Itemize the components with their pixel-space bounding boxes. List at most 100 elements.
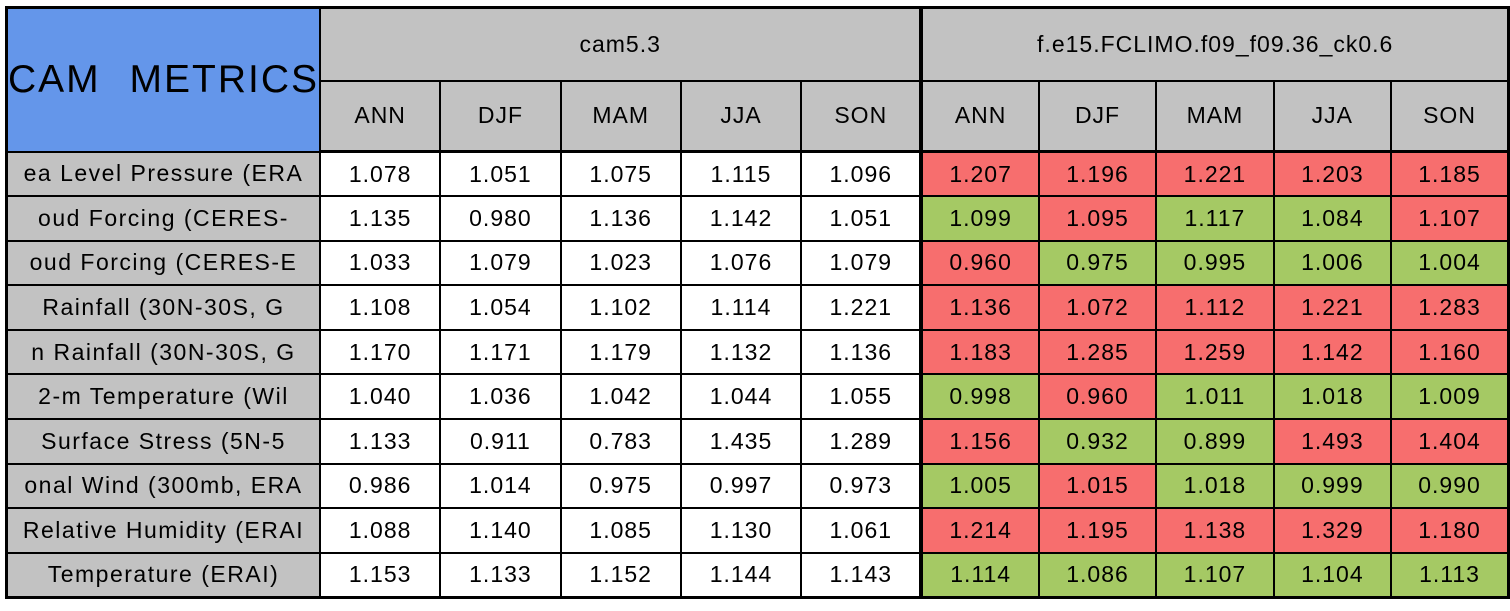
season-header-jja-control: JJA xyxy=(679,79,803,153)
control-value-cell: 1.088 xyxy=(318,507,442,554)
control-value-cell: 1.075 xyxy=(559,150,682,198)
control-value-cell: 1.108 xyxy=(318,284,442,331)
season-header-son-test: SON xyxy=(1390,79,1510,153)
control-value-cell: 1.040 xyxy=(318,373,442,421)
group-header-test: f.e15.FCLIMO.f09_f09.36_ck0.6 xyxy=(919,6,1510,82)
season-header-mam-test: MAM xyxy=(1155,79,1275,153)
test-value-cell: 1.183 xyxy=(919,328,1040,376)
test-value-cell: 1.160 xyxy=(1390,328,1510,376)
control-value-cell: 1.051 xyxy=(800,195,923,242)
test-value-cell: 1.203 xyxy=(1272,150,1393,198)
test-value-cell: 1.221 xyxy=(1272,284,1393,331)
control-value-cell: 1.144 xyxy=(679,551,803,599)
metric-label: onal Wind (300mb, ERA xyxy=(5,462,321,510)
control-value-cell: 1.051 xyxy=(439,150,562,198)
test-value-cell: 1.018 xyxy=(1272,373,1393,421)
metric-label: Surface Stress (5N-5 xyxy=(5,418,321,465)
cam-metrics-table: CAM METRICS cam5.3 f.e15.FCLIMO.f09_f09.… xyxy=(5,6,1510,599)
test-value-cell: 1.136 xyxy=(919,284,1040,331)
test-value-cell: 1.018 xyxy=(1155,462,1275,510)
control-value-cell: 1.115 xyxy=(679,150,803,198)
test-value-cell: 1.099 xyxy=(919,195,1040,242)
metric-label: Temperature (ERAI) xyxy=(5,551,321,599)
test-value-cell: 1.004 xyxy=(1390,239,1510,287)
control-value-cell: 1.140 xyxy=(439,507,562,554)
test-value-cell: 1.138 xyxy=(1155,507,1275,554)
metric-label: n Rainfall (30N-30S, G xyxy=(5,328,321,376)
table-row: Rainfall (30N-30S, G 1.108 1.054 1.102 1.114… xyxy=(5,284,1510,331)
control-value-cell: 0.997 xyxy=(679,462,803,510)
control-value-cell: 1.079 xyxy=(800,239,923,287)
control-value-cell: 1.085 xyxy=(559,507,682,554)
control-group-label: cam5.3 xyxy=(579,30,661,57)
control-value-cell: 1.132 xyxy=(679,328,803,376)
metric-label: 2-m Temperature (Wil xyxy=(5,373,321,421)
control-value-cell: 1.096 xyxy=(800,150,923,198)
control-value-cell: 1.036 xyxy=(439,373,562,421)
test-value-cell: 1.196 xyxy=(1037,150,1158,198)
test-value-cell: 1.113 xyxy=(1390,551,1510,599)
control-value-cell: 0.975 xyxy=(559,462,682,510)
group-header-control: cam5.3 xyxy=(318,6,923,82)
test-value-cell: 1.086 xyxy=(1037,551,1158,599)
control-value-cell: 1.143 xyxy=(800,551,923,599)
test-value-cell: 1.112 xyxy=(1155,284,1275,331)
table-row: Temperature (ERAI) 1.153 1.133 1.152 1.144 1.… xyxy=(5,551,1510,599)
metric-label: Relative Humidity (ERAI xyxy=(5,507,321,554)
test-value-cell: 1.095 xyxy=(1037,195,1158,242)
table-title: CAM METRICS xyxy=(8,57,319,101)
season-header-ann-test: ANN xyxy=(919,79,1040,153)
table-row: Relative Humidity (ERAI 1.088 1.140 1.085 1.… xyxy=(5,507,1510,554)
control-value-cell: 1.142 xyxy=(679,195,803,242)
test-value-cell: 1.283 xyxy=(1390,284,1510,331)
control-value-cell: 1.076 xyxy=(679,239,803,287)
control-value-cell: 1.044 xyxy=(679,373,803,421)
control-value-cell: 1.152 xyxy=(559,551,682,599)
control-value-cell: 1.014 xyxy=(439,462,562,510)
control-value-cell: 1.078 xyxy=(318,150,442,198)
test-value-cell: 1.114 xyxy=(919,551,1040,599)
test-value-cell: 1.072 xyxy=(1037,284,1158,331)
test-value-cell: 1.180 xyxy=(1390,507,1510,554)
test-value-cell: 1.011 xyxy=(1155,373,1275,421)
test-value-cell: 0.960 xyxy=(919,239,1040,287)
table-row: n Rainfall (30N-30S, G 1.170 1.171 1.179 1.1… xyxy=(5,328,1510,376)
test-value-cell: 1.015 xyxy=(1037,462,1158,510)
season-header-row: ANN DJF MAM JJA SON ANN DJF MAM JJA SON xyxy=(7,79,1510,153)
control-value-cell: 1.061 xyxy=(800,507,923,554)
test-value-cell: 0.960 xyxy=(1037,373,1158,421)
table-row: oud Forcing (CERES- 1.135 0.980 1.136 1.142 1… xyxy=(5,195,1510,242)
table-row: ea Level Pressure (ERA 1.078 1.051 1.075 1.1… xyxy=(5,150,1510,198)
control-value-cell: 1.023 xyxy=(559,239,682,287)
control-value-cell: 0.973 xyxy=(800,462,923,510)
test-value-cell: 1.195 xyxy=(1037,507,1158,554)
test-value-cell: 1.207 xyxy=(919,150,1040,198)
table-row: oud Forcing (CERES-E 1.033 1.079 1.023 1.076… xyxy=(5,239,1510,287)
control-value-cell: 1.289 xyxy=(800,418,923,465)
test-value-cell: 1.329 xyxy=(1272,507,1393,554)
test-value-cell: 1.404 xyxy=(1390,418,1510,465)
test-value-cell: 1.285 xyxy=(1037,328,1158,376)
test-value-cell: 1.107 xyxy=(1390,195,1510,242)
season-header-djf-test: DJF xyxy=(1037,79,1158,153)
control-value-cell: 1.055 xyxy=(800,373,923,421)
test-value-cell: 0.990 xyxy=(1390,462,1510,510)
control-value-cell: 0.783 xyxy=(559,418,682,465)
test-value-cell: 1.117 xyxy=(1155,195,1275,242)
metric-label: oud Forcing (CERES- xyxy=(5,195,321,242)
table-row: Surface Stress (5N-5 1.133 0.911 0.783 1.435… xyxy=(5,418,1510,465)
test-value-cell: 1.142 xyxy=(1272,328,1393,376)
table-row: 2-m Temperature (Wil 1.040 1.036 1.042 1.044… xyxy=(5,373,1510,421)
metric-label: Rainfall (30N-30S, G xyxy=(5,284,321,331)
test-value-cell: 1.493 xyxy=(1272,418,1393,465)
metric-label: ea Level Pressure (ERA xyxy=(5,150,321,198)
test-value-cell: 1.221 xyxy=(1155,150,1275,198)
control-value-cell: 1.221 xyxy=(800,284,923,331)
test-value-cell: 1.156 xyxy=(919,418,1040,465)
test-group-label: f.e15.FCLIMO.f09_f09.36_ck0.6 xyxy=(1037,30,1394,57)
test-value-cell: 1.009 xyxy=(1390,373,1510,421)
control-value-cell: 1.435 xyxy=(679,418,803,465)
control-value-cell: 0.911 xyxy=(439,418,562,465)
control-value-cell: 1.079 xyxy=(439,239,562,287)
